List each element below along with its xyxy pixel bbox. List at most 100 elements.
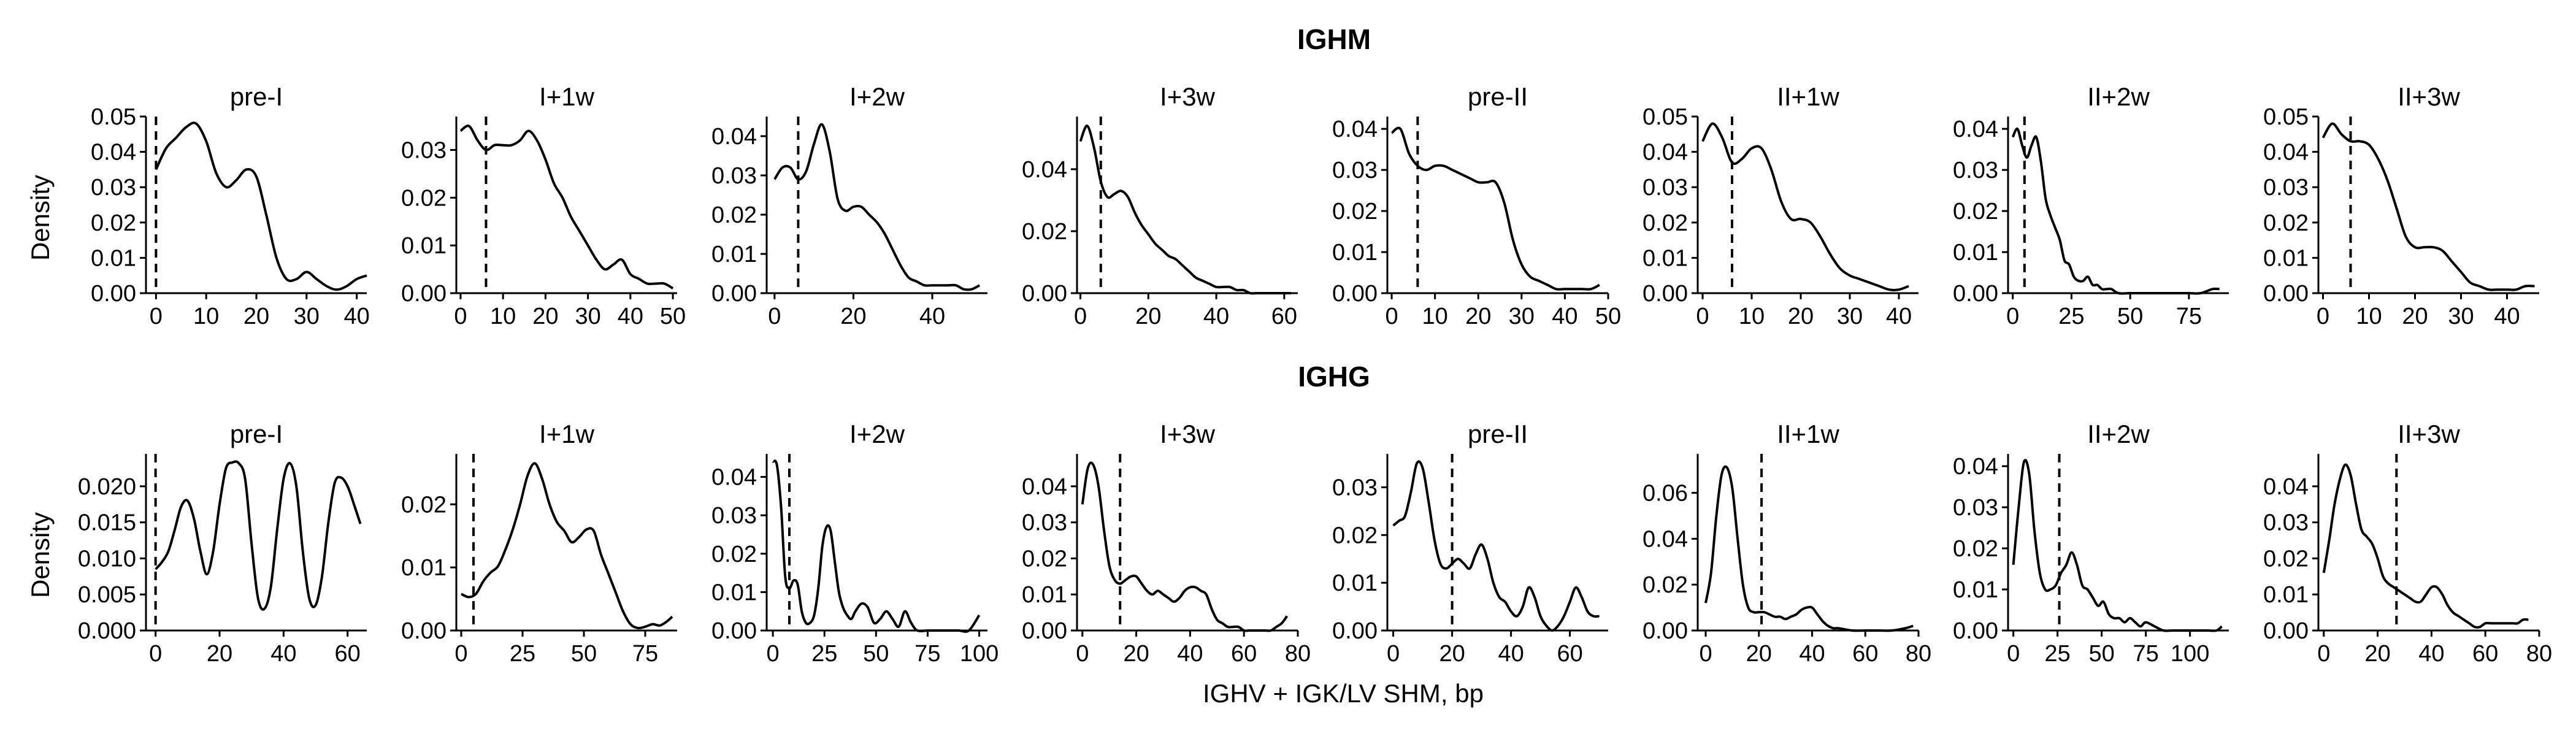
y-tick-label-ighm-ii-plus-1w: 0.00 — [1643, 281, 1688, 307]
y-tick-label-ighg-i-plus-3w: 0.02 — [1022, 546, 1067, 572]
y-tick-label-ighg-pre-i: 0.020 — [78, 474, 136, 500]
panel-ighg-ii-plus-3w: II+3w 0.00 0.01 0.02 0.03 0.04 0 20 40 60 80 — [2263, 420, 2552, 667]
x-tick-label-ighg-ii-plus-2w: 50 — [2088, 641, 2114, 667]
y-tick-label-ighm-pre-i: 0.03 — [91, 175, 136, 201]
y-tick-label-ighm-ii-plus-3w: 0.01 — [2263, 245, 2309, 271]
y-tick-label-ighg-ii-plus-3w: 0.00 — [2263, 618, 2309, 644]
y-tick-label-ighm-pre-i: 0.02 — [91, 210, 136, 236]
x-tick-label-ighm-i-plus-1w: 0 — [454, 304, 467, 329]
x-tick-label-ighm-ii-plus-1w: 20 — [1788, 304, 1814, 329]
y-tick-label-ighm-pre-ii: 0.00 — [1332, 281, 1378, 307]
panel-ighm-i-plus-3w: I+3w 0.00 0.02 0.04 0 20 40 60 — [1022, 82, 1298, 329]
x-tick-label-ighm-i-plus-3w: 20 — [1135, 304, 1161, 329]
y-tick-label-ighm-ii-plus-3w: 0.05 — [2263, 104, 2309, 130]
y-tick-label-ighg-i-plus-3w: 0.01 — [1022, 582, 1067, 608]
y-tick-label-ighg-i-plus-2w: 0.00 — [711, 618, 757, 644]
y-tick-label-ighg-i-plus-2w: 0.01 — [711, 580, 757, 605]
y-tick-label-ighm-ii-plus-1w: 0.05 — [1643, 104, 1688, 130]
y-tick-label-ighm-ii-plus-3w: 0.03 — [2263, 175, 2309, 201]
density-curve-ighg-ii-plus-2w — [2012, 459, 2223, 632]
x-tick-label-ighg-ii-plus-3w: 60 — [2472, 641, 2498, 667]
x-tick-label-ighm-i-plus-1w: 10 — [490, 304, 516, 329]
x-tick-label-ighg-pre-i: 20 — [207, 641, 232, 667]
x-tick-label-ighg-i-plus-3w: 60 — [1231, 641, 1257, 667]
x-tick-label-ighm-i-plus-2w: 40 — [919, 304, 945, 329]
density-curve-ighg-ii-plus-1w — [1704, 465, 1914, 632]
x-tick-label-ighm-ii-plus-3w: 30 — [2448, 304, 2474, 329]
x-tick-label-ighg-ii-plus-3w: 20 — [2364, 641, 2390, 667]
panel-grid: pre-I 0.00 0.01 0.02 0.03 0.04 0.05 0 10 20 30 40 I+… — [78, 82, 2552, 667]
x-tick-label-ighm-pre-ii: 20 — [1465, 304, 1491, 329]
density-curve-ighm-pre-i — [155, 121, 367, 291]
x-tick-label-ighm-pre-ii: 40 — [1552, 304, 1577, 329]
y-tick-label-ighm-pre-ii: 0.04 — [1332, 117, 1378, 142]
y-tick-label-ighm-i-plus-1w: 0.00 — [401, 281, 447, 307]
x-tick-label-ighm-ii-plus-2w: 0 — [2006, 304, 2019, 329]
y-tick-label-ighm-ii-plus-2w: 0.04 — [1953, 117, 1998, 142]
panel-title-ighm-pre-i: pre-I — [230, 82, 283, 111]
panel-title-ighg-pre-i: pre-I — [230, 420, 283, 448]
x-tick-label-ighm-pre-ii: 10 — [1422, 304, 1448, 329]
row-title-ighg: IGHG — [1298, 361, 1370, 393]
x-tick-label-ighg-pre-i: 60 — [335, 641, 361, 667]
panel-ighm-pre-i: pre-I 0.00 0.01 0.02 0.03 0.04 0.05 0 10 20 30 40 — [91, 82, 370, 329]
panel-title-ighg-pre-ii: pre-II — [1468, 420, 1528, 448]
y-tick-label-ighg-ii-plus-1w: 0.02 — [1643, 572, 1688, 598]
y-tick-label-ighm-ii-plus-1w: 0.04 — [1643, 140, 1688, 166]
x-tick-label-ighm-pre-i: 40 — [343, 304, 369, 329]
density-curve-ighm-ii-plus-1w — [1701, 122, 1909, 291]
x-tick-label-ighg-pre-ii: 40 — [1498, 641, 1524, 667]
y-tick-label-ighg-ii-plus-2w: 0.00 — [1953, 618, 1998, 644]
panel-title-ighm-pre-ii: pre-II — [1468, 82, 1528, 111]
x-tick-label-ighg-i-plus-1w: 25 — [510, 641, 535, 667]
x-tick-label-ighm-i-plus-1w: 40 — [618, 304, 643, 329]
y-tick-label-ighg-i-plus-3w: 0.00 — [1022, 618, 1067, 644]
density-curve-ighm-ii-plus-2w — [2011, 127, 2220, 295]
x-tick-label-ighg-ii-plus-1w: 40 — [1799, 641, 1825, 667]
y-tick-label-ighg-ii-plus-3w: 0.01 — [2263, 582, 2309, 608]
y-tick-label-ighm-i-plus-2w: 0.02 — [711, 202, 757, 228]
panel-title-ighg-i-plus-2w: I+2w — [849, 420, 905, 448]
panel-title-ighg-i-plus-1w: I+1w — [539, 420, 595, 448]
x-tick-label-ighm-ii-plus-3w: 0 — [2317, 304, 2329, 329]
density-curve-ighm-i-plus-3w — [1079, 125, 1291, 295]
x-tick-label-ighm-ii-plus-1w: 40 — [1886, 304, 1912, 329]
density-curve-ighg-pre-ii — [1392, 460, 1600, 632]
y-tick-label-ighm-ii-plus-1w: 0.02 — [1643, 210, 1688, 236]
y-tick-label-ighm-ii-plus-2w: 0.03 — [1953, 158, 1998, 183]
x-tick-label-ighg-ii-plus-1w: 20 — [1746, 641, 1772, 667]
x-tick-label-ighm-i-plus-1w: 50 — [660, 304, 686, 329]
y-tick-label-ighm-pre-ii: 0.03 — [1332, 158, 1378, 183]
x-tick-label-ighg-i-plus-2w: 100 — [960, 641, 999, 667]
x-tick-label-ighg-i-plus-3w: 80 — [1285, 641, 1311, 667]
panel-title-ighm-i-plus-1w: I+1w — [539, 82, 595, 111]
y-tick-label-ighm-pre-i: 0.00 — [91, 281, 136, 307]
density-curve-ighm-i-plus-1w — [459, 125, 674, 289]
y-tick-label-ighg-ii-plus-1w: 0.00 — [1643, 618, 1688, 644]
y-tick-label-ighm-i-plus-2w: 0.04 — [711, 124, 757, 150]
x-tick-label-ighg-pre-i: 40 — [270, 641, 296, 667]
panel-ighg-ii-plus-1w: II+1w 0.00 0.02 0.04 0.06 0 20 40 60 80 — [1643, 420, 1931, 667]
y-axis-label-bottom: Density — [26, 512, 55, 598]
x-tick-label-ighg-ii-plus-2w: 100 — [2171, 641, 2209, 667]
x-tick-label-ighm-i-plus-1w: 30 — [575, 304, 600, 329]
y-tick-label-ighm-i-plus-1w: 0.03 — [401, 137, 447, 163]
y-tick-label-ighm-ii-plus-2w: 0.00 — [1953, 281, 1998, 307]
x-tick-label-ighm-pre-i: 10 — [193, 304, 219, 329]
density-curve-ighm-ii-plus-3w — [2321, 122, 2535, 291]
x-tick-label-ighm-pre-i: 0 — [150, 304, 163, 329]
y-tick-label-ighm-ii-plus-3w: 0.04 — [2263, 140, 2309, 166]
x-tick-label-ighg-pre-ii: 20 — [1439, 641, 1465, 667]
y-tick-label-ighm-pre-i: 0.05 — [91, 104, 136, 130]
x-tick-label-ighg-pre-i: 0 — [149, 641, 162, 667]
y-tick-label-ighm-ii-plus-1w: 0.01 — [1643, 245, 1688, 271]
y-tick-label-ighm-ii-plus-3w: 0.02 — [2263, 210, 2309, 236]
panel-ighg-pre-ii: pre-II 0.00 0.01 0.02 0.03 0 20 40 60 — [1332, 420, 1608, 667]
x-tick-label-ighg-i-plus-3w: 40 — [1177, 641, 1203, 667]
x-tick-label-ighm-ii-plus-1w: 0 — [1696, 304, 1709, 329]
row-title-ighm: IGHM — [1297, 23, 1371, 55]
density-curve-ighg-i-plus-2w — [772, 459, 981, 633]
y-tick-label-ighm-i-plus-2w: 0.03 — [711, 163, 757, 189]
panel-title-ighg-ii-plus-3w: II+3w — [2398, 420, 2460, 448]
